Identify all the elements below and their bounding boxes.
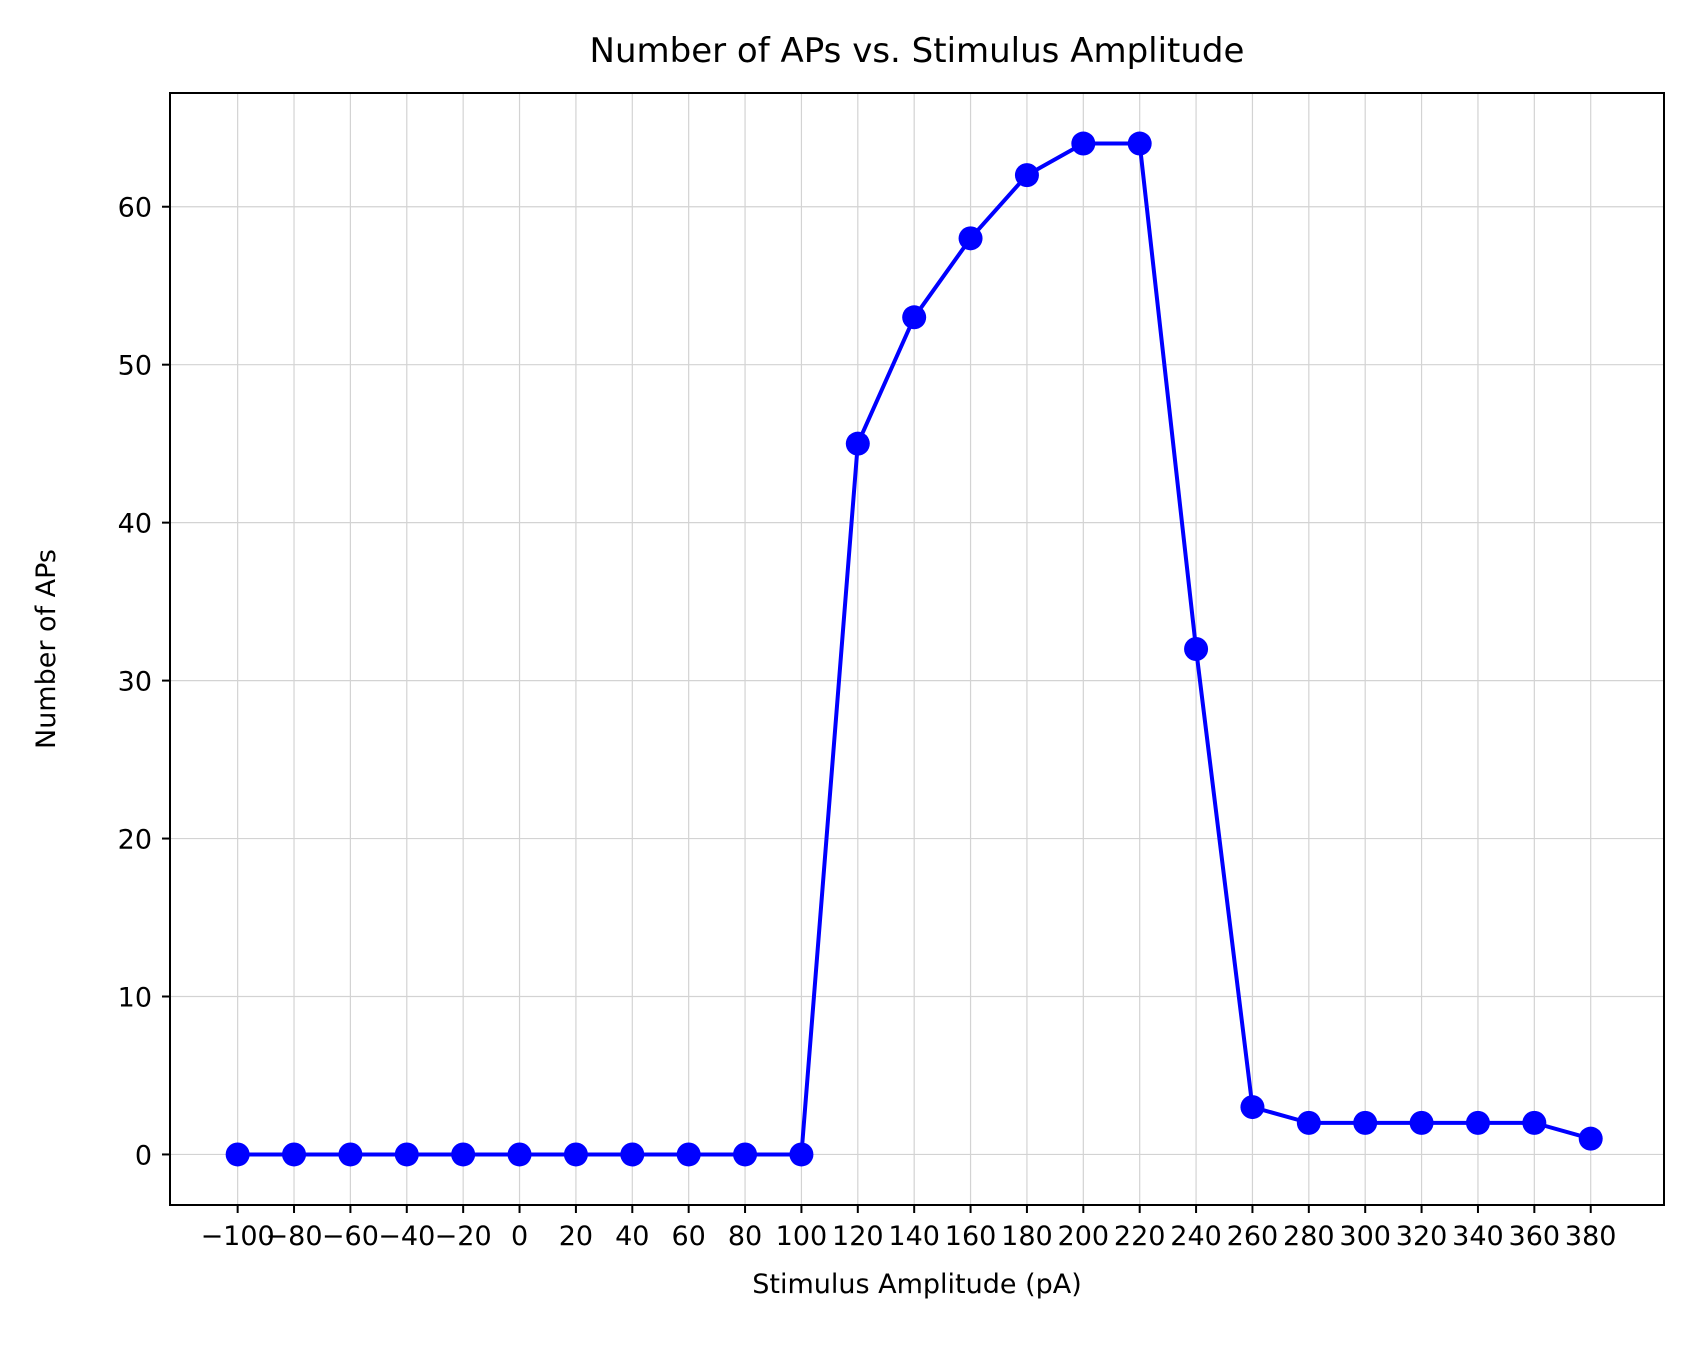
x-tick-label: 280 — [1283, 1221, 1335, 1252]
data-point — [958, 226, 983, 251]
x-tick-label: −60 — [322, 1221, 379, 1252]
data-point — [620, 1142, 645, 1167]
x-tick-label: 240 — [1170, 1221, 1222, 1252]
data-point — [1127, 131, 1152, 156]
data-point — [225, 1142, 250, 1167]
x-tick-label: 260 — [1227, 1221, 1279, 1252]
x-tick-label: 380 — [1565, 1221, 1617, 1252]
data-point — [282, 1142, 307, 1167]
y-tick-label: 60 — [118, 193, 152, 224]
data-point — [845, 431, 870, 456]
x-tick-label: 320 — [1396, 1221, 1448, 1252]
x-tick-label: 140 — [888, 1221, 940, 1252]
x-tick-label: 360 — [1509, 1221, 1561, 1252]
y-tick-label: 40 — [118, 509, 152, 540]
x-tick-label: 200 — [1058, 1221, 1110, 1252]
x-tick-label: 20 — [559, 1221, 593, 1252]
x-tick-label: 0 — [511, 1221, 528, 1252]
y-tick-label: 10 — [118, 983, 152, 1014]
data-point — [1184, 637, 1209, 661]
x-tick-label: −40 — [378, 1221, 435, 1252]
x-tick-label: −80 — [266, 1221, 323, 1252]
x-tick-label: −100 — [201, 1221, 275, 1252]
data-point — [1014, 163, 1039, 188]
data-point — [1353, 1110, 1378, 1135]
data-point — [1409, 1110, 1434, 1135]
x-tick-label: 160 — [945, 1221, 997, 1252]
x-tick-label: 40 — [615, 1221, 649, 1252]
x-tick-label: 80 — [728, 1221, 762, 1252]
x-tick-label: 60 — [671, 1221, 705, 1252]
series-layer — [225, 131, 1603, 1167]
data-point — [507, 1142, 532, 1167]
x-axis-label: Stimulus Amplitude (pA) — [752, 1269, 1082, 1300]
y-tick-label: 0 — [135, 1140, 152, 1171]
x-tick-label: −20 — [435, 1221, 492, 1252]
y-axis-label: Number of APs — [31, 549, 62, 749]
plot-frame — [169, 92, 1665, 1206]
data-point — [733, 1142, 758, 1167]
data-point — [394, 1142, 419, 1167]
x-tick-label: 180 — [1001, 1221, 1053, 1252]
x-tick-label: 300 — [1339, 1221, 1391, 1252]
grid — [170, 93, 1664, 1205]
data-point — [563, 1142, 588, 1167]
x-tick-label: 120 — [832, 1221, 884, 1252]
y-tick-label: 30 — [118, 667, 152, 698]
x-tick-label: 220 — [1114, 1221, 1166, 1252]
data-point — [1071, 131, 1096, 156]
data-point — [1465, 1110, 1490, 1135]
data-point — [1522, 1110, 1547, 1135]
y-tick-label: 50 — [118, 351, 152, 382]
data-point — [1578, 1126, 1603, 1151]
x-tick-label: 340 — [1452, 1221, 1504, 1252]
data-point — [451, 1142, 476, 1167]
chart-title: Number of APs vs. Stimulus Amplitude — [590, 31, 1245, 71]
data-point — [1296, 1110, 1321, 1135]
data-point — [902, 305, 927, 330]
data-point — [1240, 1095, 1265, 1120]
y-tick-label: 20 — [118, 825, 152, 856]
x-tick-label: 100 — [776, 1221, 828, 1252]
data-point — [676, 1142, 701, 1167]
ticks: −100−80 −60 −40 −20 0 20 40 60 80 100 120 140 160 180… — [118, 193, 1617, 1252]
data-point — [338, 1142, 363, 1167]
data-point — [789, 1142, 814, 1167]
